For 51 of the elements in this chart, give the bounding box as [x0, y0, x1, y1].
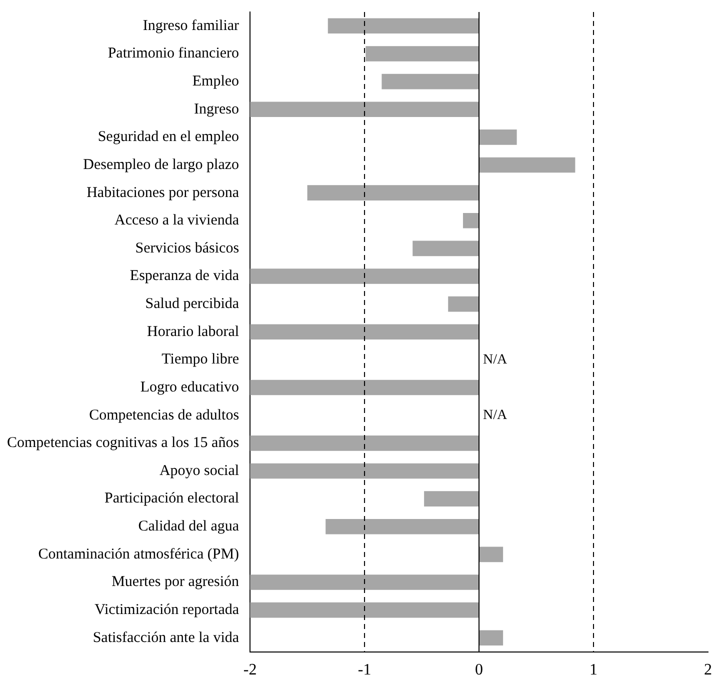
bar [250, 463, 480, 479]
bar [479, 157, 576, 173]
bar [328, 18, 480, 34]
y-tick-label: Salud percibida [145, 296, 240, 312]
bar [250, 436, 480, 451]
bar [250, 380, 480, 396]
bar [250, 324, 480, 340]
x-tick-label: 0 [475, 662, 484, 679]
y-tick-label: Contaminación atmosférica (PM) [38, 546, 240, 562]
y-tick-label: Competencias cognitivas a los 15 años [6, 435, 240, 452]
annotation: N/A [483, 408, 508, 424]
bar [326, 518, 480, 534]
y-tick-label: Apoyo social [159, 462, 240, 479]
bar [424, 491, 480, 506]
annotation: N/A [483, 352, 508, 368]
bar [479, 546, 504, 562]
bar [462, 212, 480, 228]
y-tick-label: Logro educativo [140, 379, 240, 396]
x-tick-label: 1 [590, 662, 598, 679]
y-tick-label: Seguridad en el empleo [98, 129, 240, 146]
y-tick-label: Competencias de adultos [89, 407, 240, 424]
y-tick-label: Empleo [192, 73, 240, 90]
bar [366, 46, 480, 62]
y-tick-label: Victimización reportada [94, 602, 240, 618]
y-tick-label: Horario laboral [146, 324, 240, 340]
y-tick-label: Calidad del agua [138, 518, 240, 535]
y-tick-label: Habitaciones por persona [86, 184, 240, 201]
y-tick-label: Ingreso familiar [142, 18, 240, 34]
bar [448, 296, 480, 312]
bar [479, 630, 504, 646]
y-tick-label: Patrimonio financiero [108, 46, 240, 62]
x-tick-label: -1 [358, 662, 372, 679]
y-tick-label: Tiempo libre [162, 352, 240, 368]
y-tick-label: Acceso a la vivienda [114, 212, 240, 229]
bar [307, 185, 480, 200]
y-tick-label: Muertes por agresión [112, 574, 240, 590]
x-tick-label: 2 [704, 662, 712, 679]
y-tick-label: Servicios básicos [135, 240, 240, 256]
bar [250, 102, 480, 118]
y-tick-label: Desempleo de largo plazo [83, 156, 240, 173]
x-tick-label: -2 [243, 662, 257, 679]
y-tick-label: Esperanza de vida [130, 268, 240, 284]
y-tick-label: Ingreso [194, 101, 240, 118]
bar [250, 574, 480, 590]
bar [382, 74, 480, 90]
bar [250, 602, 480, 618]
bar [479, 130, 517, 145]
bar [250, 268, 480, 284]
y-tick-label: Participación electoral [104, 490, 240, 507]
y-tick-label: Satisfacción ante la vida [92, 630, 240, 646]
bar [412, 240, 480, 256]
